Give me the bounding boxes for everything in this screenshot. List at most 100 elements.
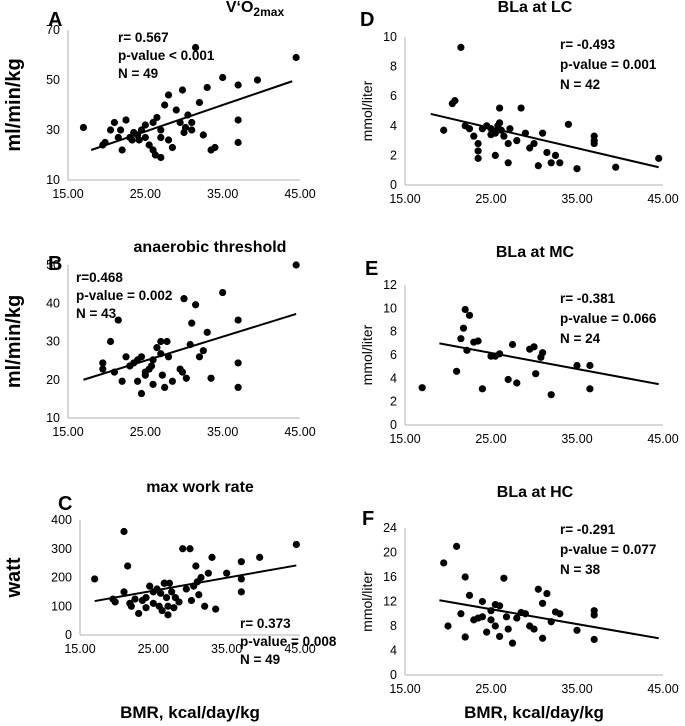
- data-point: [491, 129, 499, 137]
- data-point: [201, 602, 209, 610]
- data-point: [655, 154, 663, 162]
- data-point: [134, 377, 142, 385]
- data-point: [474, 139, 482, 148]
- y-tick-label: 4: [390, 119, 397, 133]
- x-tick-label: 35.00: [207, 187, 238, 201]
- data-point: [504, 625, 512, 633]
- data-point: [234, 81, 242, 89]
- data-point: [496, 632, 504, 641]
- data-point: [500, 574, 508, 582]
- data-point: [478, 597, 486, 606]
- data-point: [122, 116, 130, 124]
- x-tick-label: 45.00: [647, 192, 678, 206]
- stat-line: N = 43: [76, 306, 117, 321]
- data-point: [182, 585, 190, 593]
- data-point: [470, 132, 478, 140]
- data-point: [178, 368, 187, 376]
- data-point: [496, 104, 504, 112]
- x-tick-label: 25.00: [475, 192, 506, 206]
- panel-f: 15.00 25.00 35.00 45.00 0 4 8 12 16 20 24 mmol/lite…: [359, 484, 679, 722]
- x-tick-label: 45.00: [284, 187, 315, 201]
- data-point: [539, 634, 547, 642]
- data-point: [197, 573, 205, 582]
- x-tick-label: 15.00: [64, 642, 95, 656]
- panel-letter: D: [360, 9, 374, 31]
- data-point: [168, 377, 176, 385]
- data-point: [461, 305, 469, 314]
- x-tick-label: 15.00: [389, 192, 420, 206]
- panel-letter: E: [365, 258, 378, 280]
- data-point: [530, 343, 538, 351]
- data-point: [99, 365, 107, 373]
- data-point: [234, 138, 242, 147]
- stat-line: p-value = 0.002: [76, 288, 172, 303]
- x-tick-label: 25.00: [130, 187, 161, 201]
- data-point: [146, 582, 154, 590]
- data-point: [453, 542, 461, 550]
- data-point: [418, 384, 426, 392]
- panel-title-subscript: 2max: [253, 5, 284, 19]
- trend-line: [94, 564, 297, 603]
- y-tick-label: 6: [390, 348, 397, 362]
- y-tick-label: 50: [46, 258, 60, 272]
- data-point: [106, 126, 115, 134]
- data-point: [237, 575, 245, 583]
- x-tick-label: 35.00: [561, 192, 592, 206]
- x-tick-label: 25.00: [475, 682, 506, 696]
- data-point: [164, 136, 173, 144]
- data-point: [168, 143, 176, 152]
- data-point: [564, 120, 573, 128]
- data-point: [175, 598, 183, 606]
- panel-d: 15.00 25.00 35.00 45.00 0 2 4 6 8 10 mmol/liter D BL…: [359, 0, 679, 206]
- y-tick-label: 2: [390, 148, 397, 162]
- data-point: [292, 261, 300, 269]
- y-tick-label: 30: [46, 123, 60, 137]
- y-tick-label: 8: [390, 619, 397, 633]
- y-tick-label: 10: [383, 301, 397, 315]
- data-point: [192, 43, 200, 52]
- stat-line: p-value < 0.001: [118, 48, 215, 63]
- data-point: [530, 139, 538, 148]
- y-tick-label: 300: [51, 542, 72, 556]
- y-tick-label: 100: [51, 599, 72, 613]
- data-point: [517, 104, 525, 112]
- y-tick-label: 40: [46, 296, 60, 310]
- y-tick-label: 0: [390, 668, 397, 682]
- data-point: [195, 353, 204, 361]
- y-tick-label: 200: [51, 571, 72, 585]
- data-point: [164, 611, 172, 619]
- data-point: [539, 599, 547, 607]
- data-point: [457, 610, 465, 618]
- x-tick-label: 35.00: [561, 432, 592, 446]
- data-point: [157, 126, 165, 134]
- data-point: [513, 614, 521, 622]
- data-point: [192, 562, 200, 570]
- y-axis-label: ml/min/kg: [3, 58, 25, 151]
- x-tick-label: 25.00: [138, 642, 169, 656]
- panel-b: 15.00 25.00 35.00 45.00 10 20 30 40 50 ml/min/kg B…: [3, 239, 316, 439]
- data-point: [586, 385, 594, 393]
- data-point: [487, 616, 495, 624]
- data-point: [170, 604, 178, 612]
- data-point: [590, 139, 598, 148]
- data-point: [204, 569, 212, 577]
- data-point: [526, 144, 534, 152]
- data-point: [161, 101, 169, 109]
- y-axis-label: mmol/liter: [359, 80, 375, 141]
- data-point: [118, 146, 126, 154]
- x-tick-label: 25.00: [475, 432, 506, 446]
- panel-title: BLa at MC: [496, 244, 575, 261]
- panel-title: anaerobic threshold: [134, 239, 287, 256]
- trend-line: [430, 112, 659, 169]
- panel-title-text: max work rate: [146, 479, 254, 496]
- y-tick-label: 4: [390, 644, 397, 658]
- data-point: [292, 53, 300, 62]
- data-point: [120, 588, 128, 596]
- data-point: [157, 153, 165, 162]
- panel-title: BLa at HC: [497, 484, 574, 501]
- data-point: [573, 165, 581, 173]
- data-point: [181, 123, 190, 132]
- x-tick-label: 45.00: [284, 425, 315, 439]
- data-point: [124, 562, 132, 570]
